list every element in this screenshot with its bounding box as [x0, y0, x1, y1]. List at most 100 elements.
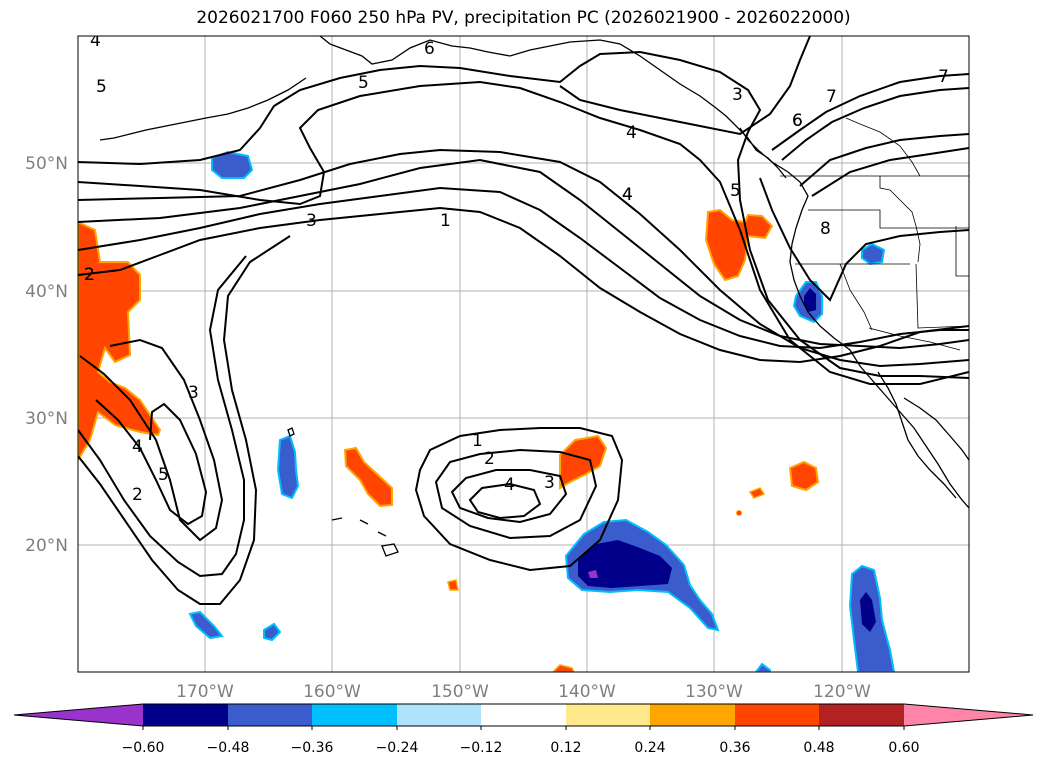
colorbar-tick-label: 0.48: [803, 740, 834, 756]
precip-area-dot1: [748, 487, 766, 499]
baja-coast: [877, 371, 957, 499]
lon-label: 170°W: [176, 682, 234, 702]
pv-label: 4: [504, 475, 515, 495]
colorbar-segment: [228, 704, 312, 726]
pv-contour-12-main: [811, 147, 969, 197]
pv-label: 7: [938, 67, 949, 87]
pv-label: 8: [820, 219, 831, 239]
colorbar-tick-label: 0.60: [888, 740, 919, 756]
pv-contours: [78, 36, 969, 605]
pv-contour-labels: 4 5 6 5 6 7 3 4 6 7 5 8 4 3 1 2 2 3 4 5 …: [84, 31, 949, 505]
precip-area-west: [78, 220, 162, 462]
colorbar-tick-label: −0.48: [207, 740, 250, 756]
precip-neg-small-s: [263, 622, 282, 642]
precip-area-ne-pacific: [704, 208, 774, 282]
pv-label: 4: [626, 123, 637, 143]
pv-label: 2: [84, 265, 95, 285]
precip-area-dot4: [736, 510, 742, 516]
pv-contour-low-4: [468, 482, 542, 520]
precip-neg-small-bottom: [754, 662, 771, 672]
pv-contour-west-trough-4: [95, 399, 208, 526]
pv-contour-2-main: [78, 186, 969, 350]
latitude-labels: 50°N 40°N 30°N 20°N: [25, 154, 68, 556]
precip-neg-small-sw: [188, 610, 224, 640]
pv-label: 5: [358, 73, 369, 93]
pv-contour-8-main: [759, 177, 969, 302]
precip-positive-areas: [78, 208, 820, 672]
pv-contour-low-3: [450, 469, 568, 524]
pv-contour-4-main: [78, 148, 969, 368]
lon-label: 160°W: [303, 682, 361, 702]
pv-contour-west-trough-3: [79, 338, 224, 542]
pv-label: 3: [306, 211, 317, 231]
colorbar-segment: [566, 704, 650, 726]
pv-contour-7-main: [559, 36, 811, 136]
aleutian-chain: [99, 77, 307, 141]
lat-label: 40°N: [25, 282, 68, 302]
pv-label: 2: [84, 265, 95, 285]
colorbar: [13, 703, 1034, 730]
colorbar-tick-label: −0.36: [291, 740, 334, 756]
pv-label: 2: [132, 485, 143, 505]
precip-neg-small-west: [276, 434, 300, 500]
pv-label: 3: [544, 473, 555, 493]
pv-contour-5-main: [78, 80, 969, 385]
bc-coast: [739, 127, 969, 509]
pv-contour-11-main: [799, 133, 969, 187]
pv-label: 5: [96, 77, 107, 97]
precip-area-hawaii-nw: [343, 446, 393, 508]
colorbar-segment: [819, 704, 904, 726]
colorbar-tick-labels: −0.60 −0.48 −0.36 −0.24 −0.12 0.12 0.24 …: [122, 740, 920, 756]
pv-contour-10-main: [781, 87, 969, 161]
colorbar-segment: [312, 704, 397, 726]
pv-label: 5: [730, 181, 741, 201]
pv-contour-low-1: [414, 427, 624, 572]
colorbar-tick-label: −0.24: [376, 740, 419, 756]
lat-label: 20°N: [25, 536, 68, 556]
mexico-coast: [903, 397, 969, 461]
precip-area-small-east: [788, 460, 820, 492]
colorbar-segment: [650, 704, 735, 726]
precip-neg-ca-core: [804, 288, 816, 312]
precip-neg-big-core: [578, 540, 672, 588]
pv-contour-6-main: [78, 50, 969, 379]
pv-label: 3: [188, 383, 199, 403]
colorbar-segment: [143, 704, 228, 726]
pv-label: 2: [484, 449, 495, 469]
pv-contour-west-trough-1: [78, 255, 247, 578]
precip-negative-areas: [188, 150, 896, 672]
gridlines: [78, 36, 969, 672]
precip-area-dot2: [447, 579, 459, 591]
colorbar-tick-label: −0.60: [122, 740, 165, 756]
colorbar-tick-label: 0.24: [634, 740, 665, 756]
colorbar-tick-label: 0.36: [719, 740, 750, 756]
lon-label: 130°W: [685, 682, 743, 702]
pv-label: 4: [132, 437, 143, 457]
colorbar-segment: [481, 704, 566, 726]
colorbar-tick-label: −0.12: [460, 740, 503, 756]
precip-neg-big-min: [588, 570, 598, 578]
colorbar-segment: [397, 704, 481, 726]
longitude-labels: 170°W 160°W 150°W 140°W 130°W 120°W: [176, 682, 871, 702]
lat-label: 50°N: [25, 154, 68, 174]
pv-label: 7: [826, 87, 837, 107]
lon-label: 140°W: [558, 682, 616, 702]
colorbar-extend-max: [904, 704, 1033, 726]
pv-label: 6: [792, 111, 803, 131]
coastlines: [99, 36, 969, 557]
pv-label: 3: [732, 85, 743, 105]
pv-label: 4: [90, 31, 101, 51]
precip-neg-mexico-core: [860, 592, 876, 632]
pv-label: 5: [158, 465, 169, 485]
pv-label: 1: [440, 211, 451, 231]
pv-contour-9-main: [771, 73, 969, 151]
hawaii-islands: [331, 517, 399, 557]
lon-label: 120°W: [813, 682, 871, 702]
pv-contour-3-main: [78, 158, 969, 350]
pv-label: 4: [622, 185, 633, 205]
colorbar-segment: [735, 704, 819, 726]
colorbar-tick-label: 0.12: [550, 740, 581, 756]
lat-label: 30°N: [25, 409, 68, 429]
pv-label: 6: [424, 39, 435, 59]
